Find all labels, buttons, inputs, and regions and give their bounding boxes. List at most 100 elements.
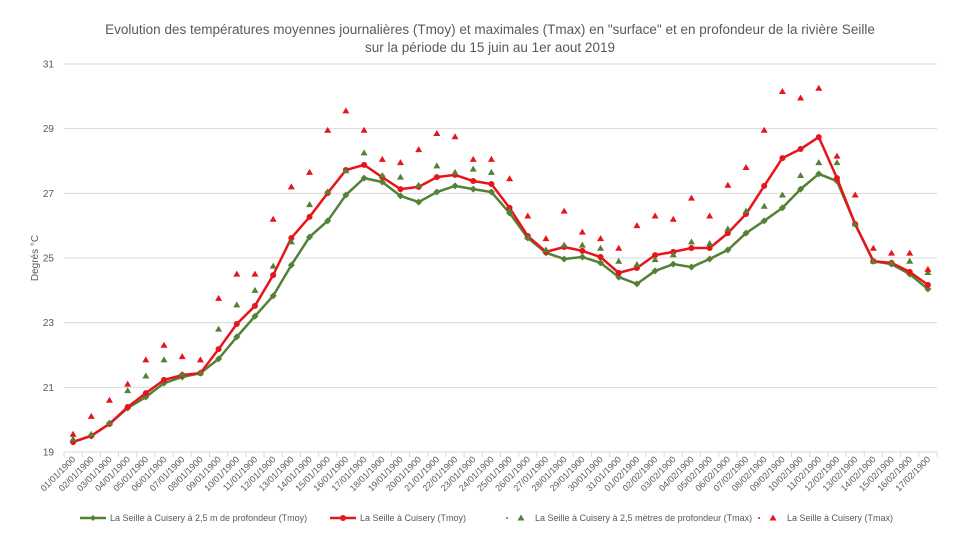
- data-point-circle: [161, 376, 168, 383]
- data-point-triangle: [924, 269, 932, 276]
- data-point-triangle: [360, 126, 368, 133]
- data-point-triangle: [506, 207, 514, 214]
- data-point-triangle: [633, 260, 641, 267]
- data-point-triangle: [597, 244, 605, 251]
- data-point-triangle: [760, 126, 768, 133]
- data-point-triangle: [615, 257, 623, 264]
- data-point-triangle: [815, 159, 823, 166]
- data-point-triangle: [233, 301, 241, 308]
- data-point-circle: [288, 234, 295, 241]
- legend-item: La Seille à Cuisery (Tmoy): [330, 513, 466, 523]
- data-point-circle: [688, 244, 695, 251]
- data-point-triangle: [524, 233, 532, 240]
- data-point-triangle: [669, 251, 677, 258]
- series-1: [70, 134, 931, 445]
- data-point-diamond: [742, 229, 750, 237]
- data-point-circle: [488, 180, 495, 187]
- data-point-diamond: [760, 217, 768, 225]
- y-tick-label: 19: [43, 448, 55, 459]
- data-point-triangle: [415, 146, 423, 153]
- data-point-triangle: [469, 155, 477, 162]
- data-point-triangle: [706, 212, 714, 219]
- series-line: [72, 172, 929, 444]
- data-point-triangle: [578, 228, 586, 235]
- data-point-diamond: [597, 259, 605, 267]
- data-point-circle: [924, 281, 931, 288]
- data-point-diamond: [633, 280, 641, 288]
- data-point-triangle: [542, 246, 550, 253]
- data-point-diamond: [396, 192, 404, 200]
- data-point-triangle: [251, 286, 259, 293]
- data-point-triangle: [687, 194, 695, 201]
- data-point-diamond: [324, 217, 332, 225]
- data-point-diamond: [815, 170, 823, 178]
- data-point-triangle: [869, 257, 877, 264]
- data-point-circle: [724, 230, 731, 237]
- data-point-triangle: [69, 430, 77, 437]
- data-point-triangle: [769, 514, 777, 521]
- data-point-triangle: [396, 159, 404, 166]
- data-point-circle: [270, 272, 277, 279]
- data-point-diamond: [651, 267, 659, 275]
- data-point-triangle: [869, 244, 877, 251]
- data-point-triangle: [196, 369, 204, 376]
- data-point-triangle: [451, 168, 459, 175]
- data-point-diamond: [342, 191, 350, 199]
- data-point-diamond: [469, 185, 477, 193]
- legend: La Seille à Cuisery à 2,5 m de profondeu…: [80, 513, 893, 523]
- data-point-triangle: [142, 372, 150, 379]
- series: [69, 84, 932, 446]
- legend-item: La Seille à Cuisery à 2,5 m de profondeu…: [80, 513, 307, 523]
- y-axis-label: Degrés °C: [30, 235, 41, 281]
- data-point-diamond: [578, 253, 586, 261]
- data-point-circle: [797, 146, 804, 153]
- y-tick-label: 25: [43, 254, 55, 265]
- data-point-triangle: [269, 262, 277, 269]
- data-point-triangle: [797, 94, 805, 101]
- data-point-diamond: [378, 178, 386, 186]
- data-point-triangle: [360, 149, 368, 156]
- chart-title-line2: sur la période du 15 juin au 1er aout 20…: [365, 40, 615, 55]
- data-point-triangle: [888, 259, 896, 266]
- data-point-diamond: [451, 182, 459, 190]
- data-point-diamond: [706, 255, 714, 263]
- legend-swatch-circle: [340, 515, 346, 521]
- legend-swatch-dot: [758, 517, 760, 519]
- data-point-circle: [124, 404, 131, 411]
- data-point-circle: [215, 346, 222, 353]
- data-point-triangle: [287, 238, 295, 245]
- data-point-triangle: [597, 235, 605, 242]
- data-point-triangle: [615, 244, 623, 251]
- data-point-triangle: [196, 356, 204, 363]
- data-point-circle: [397, 186, 404, 193]
- data-point-circle: [470, 178, 477, 185]
- series-0: [69, 170, 932, 446]
- data-point-triangle: [797, 172, 805, 179]
- data-point-diamond: [924, 285, 932, 293]
- x-ticks: 01/01/190002/01/190003/01/190004/01/1900…: [39, 454, 933, 493]
- data-point-diamond: [215, 355, 223, 363]
- data-point-circle: [906, 268, 913, 275]
- data-point-triangle: [215, 325, 223, 332]
- data-point-diamond: [778, 204, 786, 212]
- data-point-circle: [815, 134, 822, 141]
- data-point-triangle: [306, 201, 314, 208]
- data-point-triangle: [142, 356, 150, 363]
- data-point-circle: [306, 213, 313, 220]
- data-point-triangle: [306, 168, 314, 175]
- data-point-circle: [142, 390, 149, 397]
- data-point-triangle: [342, 167, 350, 174]
- legend-item: La Seille à Cuisery (Tmax): [758, 513, 893, 523]
- data-point-circle: [251, 302, 258, 309]
- data-point-triangle: [433, 130, 441, 137]
- data-point-triangle: [396, 173, 404, 180]
- legend-label: La Seille à Cuisery (Tmax): [787, 513, 893, 523]
- data-point-diamond: [306, 233, 314, 241]
- data-point-triangle: [778, 87, 786, 94]
- data-point-triangle: [178, 370, 186, 377]
- data-point-triangle: [178, 353, 186, 360]
- data-point-triangle: [160, 356, 168, 363]
- data-point-triangle: [105, 396, 113, 403]
- y-ticks: 19 21 23 25 27 29 31: [43, 60, 55, 459]
